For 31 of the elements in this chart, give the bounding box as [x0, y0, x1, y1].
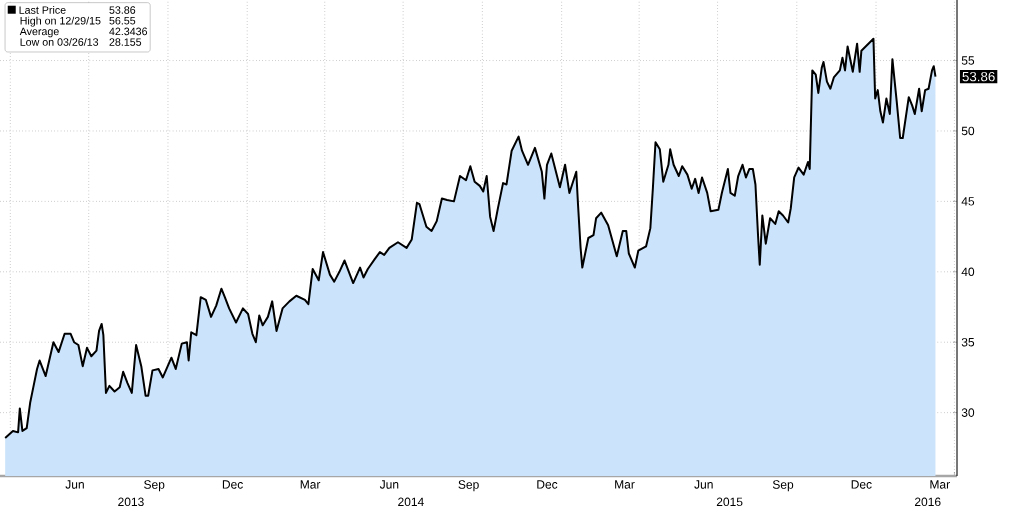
annotation: 56.55 [109, 16, 136, 25]
x-tick-label: Jun [65, 480, 84, 489]
x-tick-label: Sep [772, 480, 794, 492]
x-tick-label: Mar [300, 480, 321, 489]
annotation: 53.86 [109, 6, 136, 14]
x-tick-label: Dec [851, 480, 872, 489]
x2-tick-label: 2014 [398, 497, 424, 507]
y-tick-label: 50 [961, 126, 975, 136]
annotation: 53.86 [962, 71, 995, 82]
x-tick-label: Dec [222, 480, 243, 489]
x2-tick-label: 2016 [914, 497, 941, 507]
annotation: Average [19, 27, 59, 38]
y-tick-label: 55 [961, 56, 975, 65]
x-tick-label: Mar [615, 480, 635, 489]
annotation: High on 12/29/15 [20, 16, 101, 27]
x-tick-label: Sep [458, 480, 479, 492]
x-tick-label: Jun [379, 480, 399, 489]
annotation: 42.3436 [109, 27, 148, 36]
y-tick-label: 40 [961, 267, 975, 277]
x2-tick-label: 2013 [118, 497, 144, 507]
x2-tick-label: 2015 [716, 497, 743, 507]
y-tick-label: 30 [961, 408, 975, 417]
x-tick-label: Mar [930, 480, 950, 489]
x-tick-label: Dec [537, 480, 558, 489]
y-tick-label: 35 [961, 337, 975, 347]
annotation: 28.155 [109, 38, 142, 46]
annotation: Low on 03/26/13 [20, 37, 99, 46]
x-tick-label: Jun [694, 480, 713, 489]
legend-label: Last Price [19, 5, 66, 14]
y-tick-label: 45 [961, 197, 975, 206]
x-tick-label: Sep [144, 480, 165, 492]
